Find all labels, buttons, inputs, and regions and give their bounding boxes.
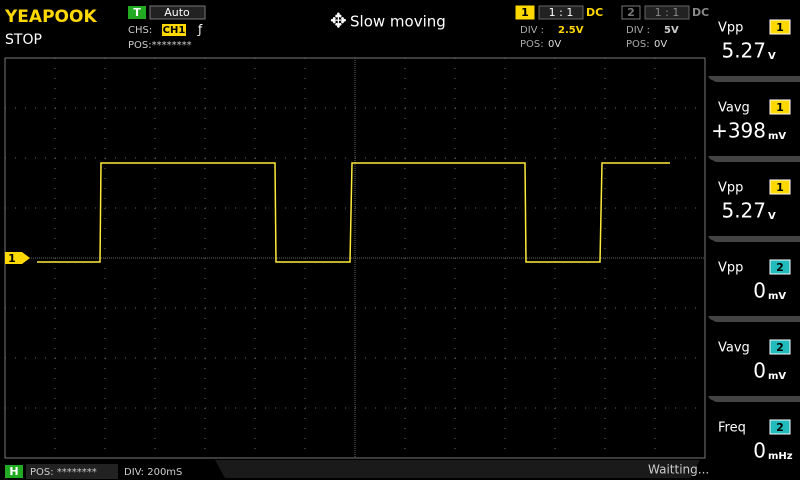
probe-box: [538, 5, 584, 20]
channel-number: 2: [627, 6, 635, 19]
channel-number: 1: [521, 6, 529, 19]
run-status: STOP: [5, 32, 42, 48]
panel-divider: [708, 76, 800, 82]
acquisition-status: Waitting...: [648, 463, 709, 477]
source-box: [162, 24, 186, 36]
pos-label: POS:: [520, 39, 544, 50]
trigger-position: POS:********: [128, 40, 192, 51]
panel-divider: [708, 156, 800, 162]
measurement-unit: mV: [768, 291, 786, 302]
offset: 0V: [654, 39, 667, 50]
hint: Slow moving: [350, 13, 446, 31]
channel-number-box: [515, 5, 535, 20]
volts-per-div: 2.5V: [558, 25, 584, 36]
channel-badge: 2: [776, 341, 784, 354]
coupling: DC: [692, 6, 709, 19]
footer-ruler: [215, 460, 700, 478]
offset: 0V: [548, 39, 561, 50]
measurement-name: Vavg: [718, 341, 750, 356]
measurement-value: 0: [753, 439, 766, 463]
div-label: DIV :: [626, 25, 650, 36]
measurement-unit: V: [768, 51, 776, 62]
panel-divider: [708, 316, 800, 322]
measurement-name: Vpp: [718, 21, 743, 36]
trigger-mode-box: [149, 5, 206, 20]
measurement-value: 0: [753, 279, 766, 303]
pos-label: POS:: [626, 39, 650, 50]
channel-badge-box: [769, 259, 791, 275]
trigger-mode: Auto: [164, 6, 190, 19]
position-box: [26, 464, 118, 479]
measurement-name: Vpp: [718, 181, 743, 196]
measurement-unit: mV: [768, 371, 786, 382]
volts-per-div: 5V: [664, 25, 679, 36]
coupling: DC: [586, 6, 603, 19]
measurement-value: 5.27: [721, 199, 766, 223]
waveform-trace: [37, 162, 670, 263]
channel-number-box: [621, 5, 641, 20]
trigger-tag-box: [128, 6, 146, 19]
probe-box: [644, 5, 690, 20]
measurement-unit: mHz: [768, 451, 793, 462]
channel-badge: 2: [776, 261, 784, 274]
channel-badge: 1: [776, 101, 784, 114]
trigger-source: CH1: [163, 25, 186, 36]
channel-badge: 1: [776, 181, 784, 194]
measurement-name: Vpp: [718, 261, 743, 276]
measurement-value: 5.27: [721, 39, 766, 63]
channel-badge-box: [769, 419, 791, 435]
measurement-name: Freq: [718, 421, 746, 436]
probe-ratio: 1 : 1: [655, 6, 680, 19]
panel-divider: [708, 396, 800, 402]
channel-badge: 2: [776, 421, 784, 434]
channel-marker-box: [5, 252, 30, 264]
measurement-unit: V: [768, 211, 776, 222]
source-label: CHS:: [128, 25, 152, 36]
panel-divider: [708, 236, 800, 242]
channel-badge-box: [769, 179, 791, 195]
channel-badge-box: [769, 339, 791, 355]
div-label: DIV :: [520, 25, 544, 36]
channel-badge-box: [769, 19, 791, 35]
move-icon: ✥: [330, 9, 347, 33]
channel-badge-box: [769, 99, 791, 115]
channel-marker: 1: [8, 252, 16, 265]
horizontal-position: POS: ********: [30, 467, 97, 478]
horizontal-tag: H: [9, 465, 18, 478]
trigger-edge: ƒ: [197, 23, 203, 37]
brand: YEAPOOK: [4, 7, 97, 27]
trigger-tag: T: [133, 6, 141, 19]
timebase: DIV: 200mS: [124, 467, 182, 478]
horizontal-tag-box: [5, 465, 23, 478]
measurement-value: +398: [711, 119, 766, 143]
channel-settings: 1 1 : 1 DC DIV : 2.5V POS: 0V 2 1 : 1 DC DIV : 5V PO…: [515, 5, 709, 50]
measurement-name: Vavg: [718, 101, 750, 116]
probe-ratio: 1 : 1: [549, 6, 574, 19]
channel-badge: 1: [776, 21, 784, 34]
measurement-unit: mV: [768, 131, 786, 142]
measurement-value: 0: [753, 359, 766, 383]
grid: [5, 58, 705, 458]
